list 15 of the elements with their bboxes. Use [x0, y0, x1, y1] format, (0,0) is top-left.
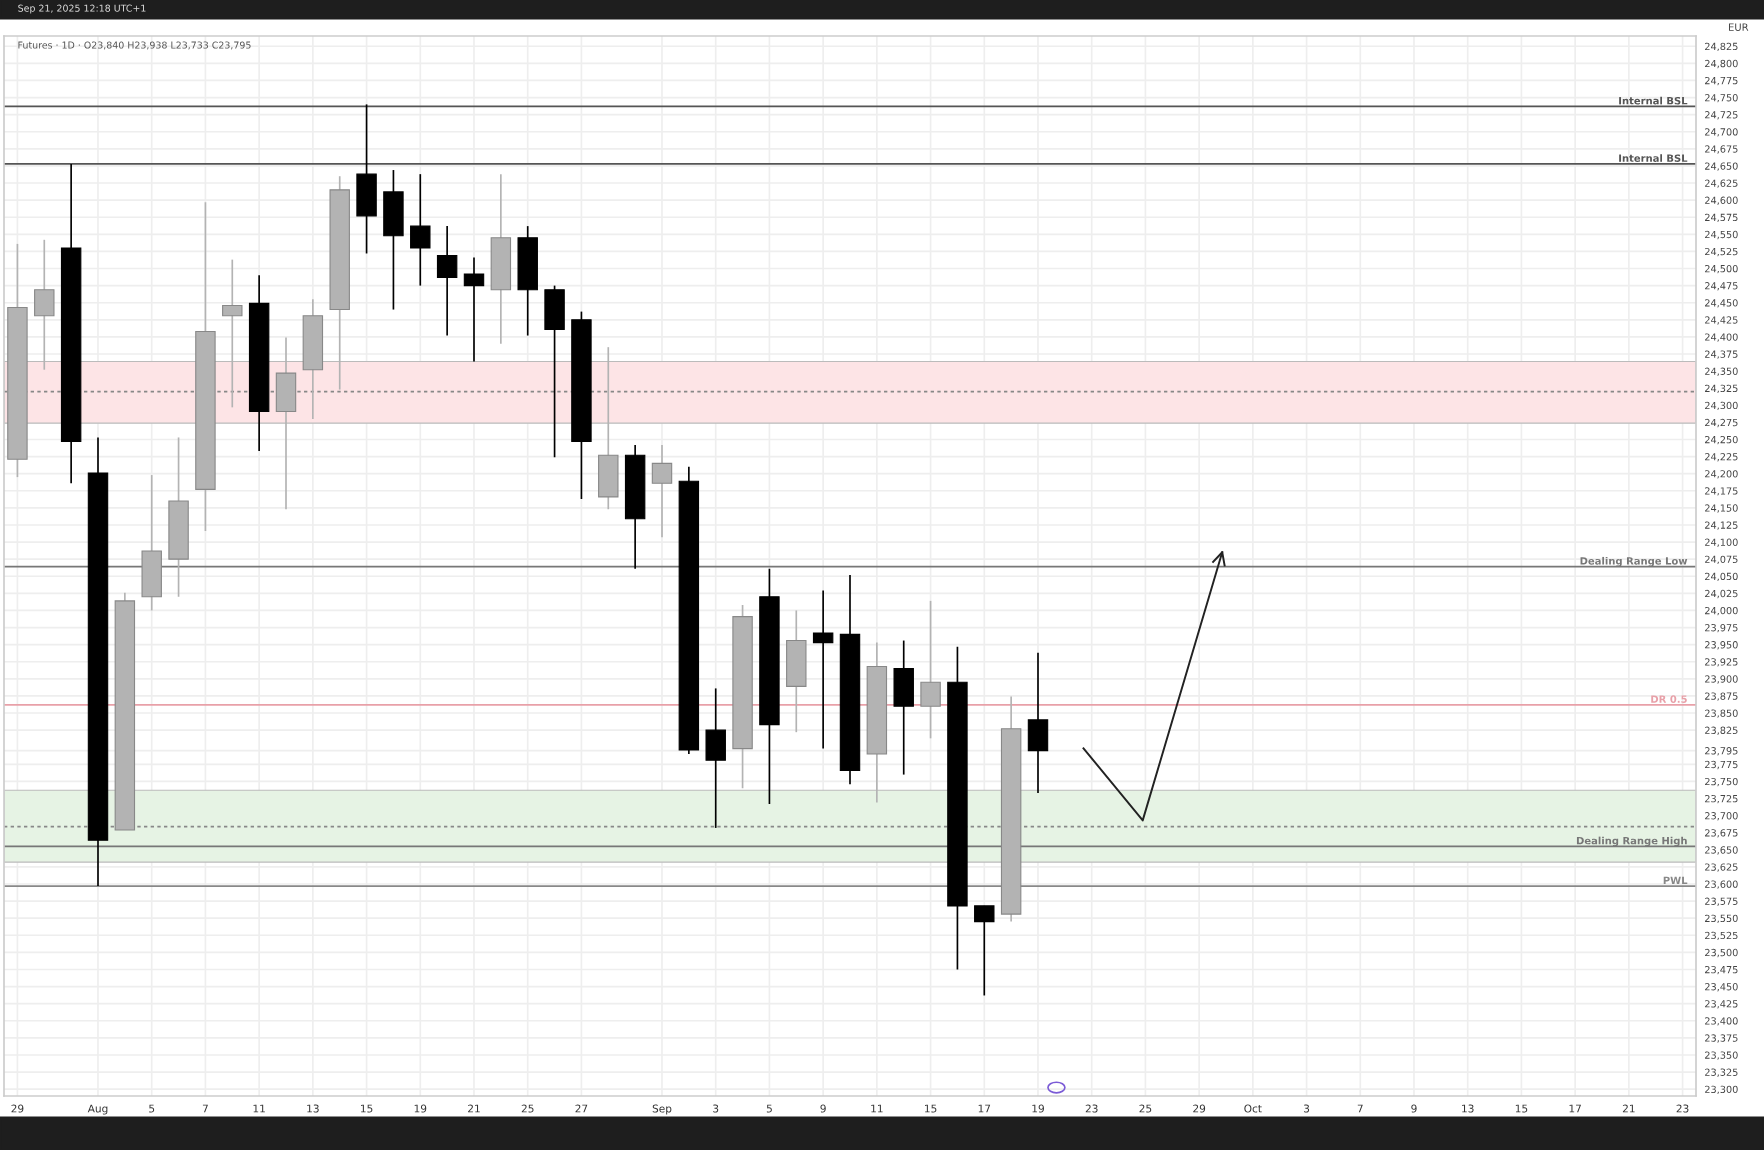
candlestick	[1027, 652, 1049, 794]
candlestick	[356, 103, 377, 255]
candlestick	[786, 609, 807, 734]
candlestick	[141, 474, 162, 612]
candlestick	[410, 173, 431, 287]
candlestick	[651, 444, 673, 539]
candlestick	[812, 589, 834, 750]
candlestick	[544, 284, 565, 459]
candlestick	[463, 256, 485, 363]
candlestick	[920, 600, 941, 740]
candlestick	[383, 169, 404, 311]
candlestick	[705, 687, 726, 829]
candlestick	[436, 225, 458, 337]
candlestick	[974, 905, 995, 997]
candlestick	[893, 639, 914, 776]
